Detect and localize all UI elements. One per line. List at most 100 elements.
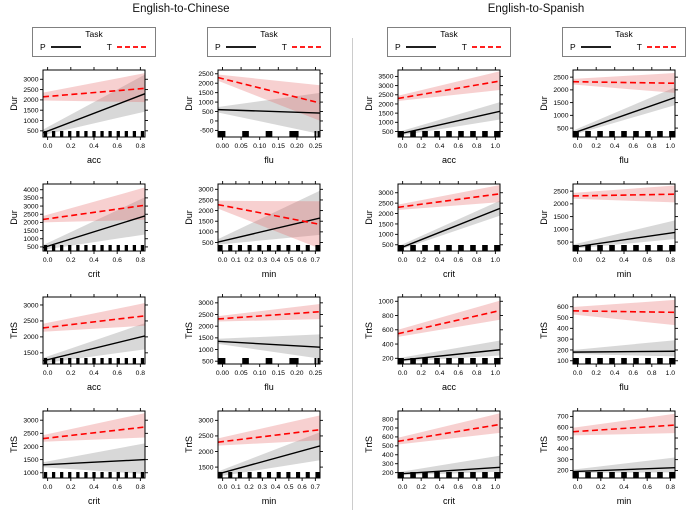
rug-mark [434, 245, 440, 251]
series-P-line [573, 231, 675, 248]
series-P-band [218, 92, 320, 134]
rug-mark [124, 358, 128, 364]
rug-mark [585, 245, 591, 251]
rug-mark [257, 245, 262, 251]
plot-frame [217, 183, 321, 252]
legend-entry-t: T [637, 42, 678, 52]
x-tick-label: 0.8 [136, 370, 146, 377]
x-tick-label: 0.0 [398, 484, 408, 491]
plot-frame [217, 69, 321, 138]
rug-mark [621, 472, 627, 478]
legend-label-t: T [461, 42, 467, 52]
x-tick-label: 0.8 [647, 370, 657, 377]
rug-mark [228, 472, 233, 478]
series-P-band [43, 323, 145, 364]
x-tick-label: 0.6 [629, 370, 639, 377]
rug-mark [84, 358, 88, 364]
x-tick-label: 0.6 [454, 484, 464, 491]
series-P-line [218, 217, 320, 243]
legend-label-t: T [281, 42, 287, 52]
rug-mark [286, 245, 291, 251]
rug-mark [645, 131, 651, 137]
rug-mark [657, 245, 663, 251]
legend-title: Task [85, 29, 103, 39]
series-P-band [398, 200, 500, 251]
rug-mark [422, 245, 428, 251]
chart-english-to-chinese-trts-flu: 0.00 0.05 0.10 0.15 0.20 0.25 500 1000 1500 2000 2… [184, 294, 323, 392]
y-tick-label: 500 [557, 239, 569, 246]
x-axis-label: acc [87, 155, 102, 165]
rug-mark [92, 245, 96, 251]
rug-mark [247, 245, 252, 251]
series-P-band [398, 102, 500, 136]
rug-mark [124, 245, 128, 251]
rug-mark [100, 358, 104, 364]
chart-english-to-spanish-dur-flu: 0.0 0.2 0.4 0.6 0.8 1.0 500 1000 1500 2000 2500 flu… [539, 67, 678, 165]
y-tick-label: 1500 [198, 90, 213, 97]
plot-frame [397, 69, 501, 138]
rug-mark [237, 472, 242, 478]
x-tick-label: 0.8 [472, 484, 482, 491]
rug-mark [76, 472, 80, 478]
legend-title: Task [440, 29, 458, 39]
rug-mark [585, 472, 591, 478]
y-axis-label: Dur [9, 96, 19, 111]
x-tick-label: 0.15 [272, 143, 285, 150]
series-P-band [573, 340, 675, 357]
x-tick-label: 0.2 [66, 143, 76, 150]
y-axis-label: TrtS [184, 322, 194, 339]
chart-english-to-chinese-dur-acc: 0.0 0.2 0.4 0.6 0.8 500 1000 1500 2000 2500 3000 ac… [9, 67, 148, 165]
rug-mark [276, 472, 281, 478]
x-tick-label: 0.4 [610, 370, 620, 377]
series-T-line [218, 428, 320, 443]
y-tick-label: 2500 [198, 71, 213, 78]
rug-mark [140, 245, 145, 251]
y-tick-label: 2500 [553, 188, 568, 195]
x-tick-label: 0.4 [619, 257, 629, 264]
rug-mark [92, 358, 96, 364]
rug-mark [621, 358, 627, 364]
y-axis-label: TrtS [9, 322, 19, 339]
legend-entry-t: T [282, 42, 323, 52]
legend-entry-t: T [462, 42, 503, 52]
y-tick-label: 2000 [378, 101, 393, 108]
rug-mark [669, 472, 675, 478]
rug-mark [669, 358, 675, 364]
y-tick-label: 500 [202, 109, 214, 116]
series-T-line [43, 426, 145, 440]
y-tick-label: 1000 [378, 232, 393, 239]
legend-entry-p: P [40, 42, 82, 52]
y-tick-label: 300 [557, 336, 569, 343]
y-tick-label: 3000 [198, 300, 213, 307]
rug-mark [266, 245, 272, 251]
series-P-band [43, 197, 145, 250]
legend-entry-p: P [570, 42, 612, 52]
series-T-band [398, 185, 500, 211]
rug-mark [609, 472, 615, 478]
rug-mark [470, 131, 476, 137]
y-tick-label: 700 [382, 425, 394, 432]
series-P-line [573, 467, 675, 473]
rug-mark [446, 131, 452, 137]
y-tick-label: 1500 [553, 100, 568, 107]
legend-label-t: T [636, 42, 642, 52]
series-T-band [573, 185, 675, 203]
rug-mark [585, 131, 591, 137]
rug-mark [296, 245, 301, 251]
x-tick-label: 0.4 [89, 143, 99, 150]
series-P-band [43, 443, 145, 475]
series-T-band [43, 73, 145, 103]
x-tick-label: 0.2 [416, 370, 426, 377]
y-tick-label: 100 [557, 358, 569, 365]
x-tick-label: 1.0 [491, 257, 501, 264]
rug-mark [645, 358, 651, 364]
y-tick-label: 0 [210, 118, 214, 125]
x-tick-label: 0.7 [311, 257, 321, 264]
y-tick-label: 3000 [23, 77, 38, 84]
rug-mark [597, 245, 603, 251]
series-P-band [573, 220, 675, 249]
rug-mark [494, 245, 500, 251]
rug-mark [410, 472, 416, 478]
rug-mark [43, 358, 48, 364]
